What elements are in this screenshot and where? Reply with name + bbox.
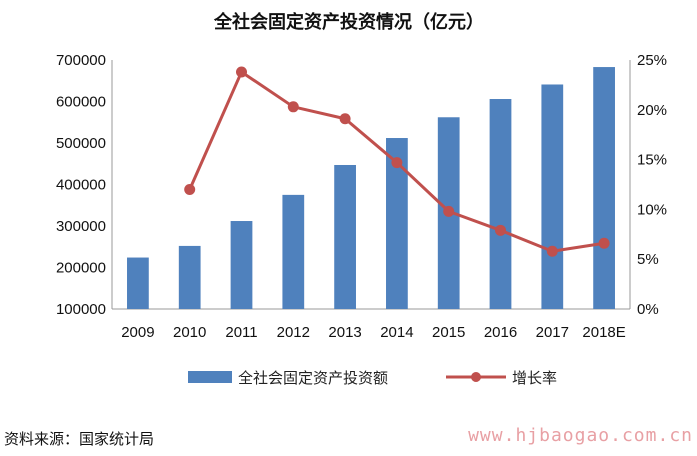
growth-point-2017 (546, 245, 558, 257)
growth-point-2010 (184, 183, 196, 195)
growth-points (184, 66, 610, 257)
bar-2011 (230, 221, 253, 309)
source-note: 资料来源：国家统计局 (4, 430, 154, 448)
legend: 全社会固定资产投资额 增长率 (188, 369, 557, 387)
right-tick-label: 15% (637, 152, 667, 169)
x-tick-label: 2017 (536, 324, 569, 341)
legend-bar-swatch (188, 371, 232, 383)
x-tick-label: 2012 (277, 324, 310, 341)
legend-line-marker (471, 372, 481, 382)
watermark: www.hjbaogao.com.cn (468, 425, 693, 446)
x-tick-label: 2016 (484, 324, 517, 341)
bar-series (127, 67, 615, 310)
left-axis-ticks: 100000 200000 300000 400000 500000 600000 7000… (56, 52, 106, 318)
left-tick-label: 200000 (56, 260, 106, 277)
left-tick-label: 100000 (56, 301, 106, 318)
x-axis-ticks: 2009 2010 2011 2012 2013 2014 2015 2016 2017 2018… (121, 324, 626, 341)
growth-point-2018E (598, 237, 610, 249)
x-tick-label: 2011 (225, 324, 257, 341)
right-tick-label: 5% (637, 251, 659, 268)
growth-point-2014 (391, 157, 403, 169)
growth-point-2013 (339, 113, 351, 125)
chart-title: 全社会固定资产投资情况（亿元） (213, 11, 484, 33)
bar-2016 (489, 99, 512, 309)
legend-line-label: 增长率 (512, 369, 557, 387)
legend-bar-label: 全社会固定资产投资额 (238, 369, 388, 387)
left-tick-label: 300000 (56, 218, 106, 235)
bar-2018E (593, 67, 615, 310)
left-tick-label: 400000 (56, 177, 106, 194)
growth-point-2012 (287, 101, 299, 113)
right-tick-label: 25% (637, 52, 667, 69)
growth-point-2011 (236, 66, 247, 78)
bar-2013 (334, 164, 356, 309)
left-tick-label: 600000 (56, 94, 106, 111)
x-tick-label: 2010 (173, 324, 206, 341)
growth-point-2015 (443, 205, 455, 217)
x-tick-label: 2015 (432, 324, 465, 341)
bar-2010 (178, 245, 201, 309)
right-tick-label: 0% (637, 301, 659, 318)
x-tick-label: 2014 (380, 324, 413, 341)
right-axis-ticks: 0% 5% 10% 15% 20% 25% (637, 52, 667, 318)
bar-2014 (386, 138, 408, 309)
bar-2012 (282, 194, 305, 309)
x-tick-label: 2009 (121, 324, 154, 341)
left-tick-label: 500000 (56, 135, 106, 152)
x-tick-label: 2013 (328, 324, 361, 341)
plot-area: 100000 200000 300000 400000 500000 600000 7000… (56, 52, 667, 341)
x-tick-label: 2018E (582, 324, 625, 341)
growth-line-series (184, 66, 610, 257)
right-tick-label: 10% (637, 201, 667, 218)
left-tick-label: 700000 (56, 52, 106, 69)
right-tick-label: 20% (637, 102, 667, 119)
bar-2017 (541, 84, 564, 309)
bar-2009 (127, 257, 149, 309)
growth-point-2016 (495, 224, 506, 236)
